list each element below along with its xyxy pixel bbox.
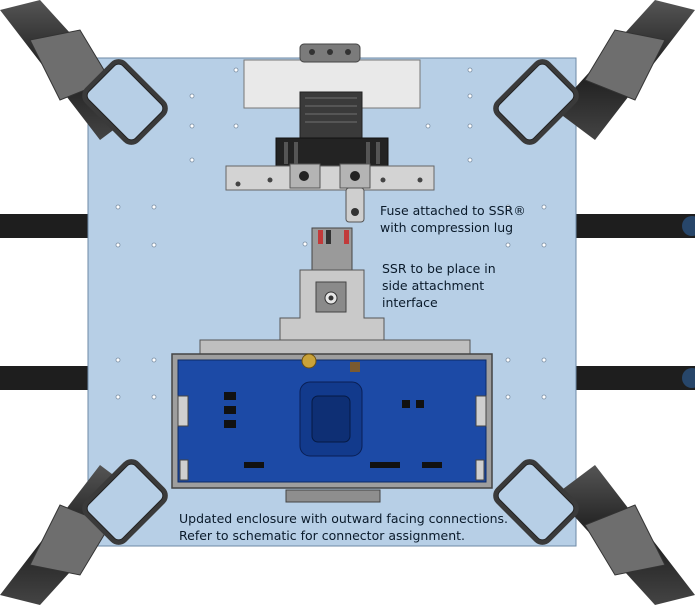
- ssr-annotation: SSR to be place in side attachment inter…: [382, 261, 496, 310]
- enclosure-annotation: Updated enclosure with outward facing co…: [179, 511, 509, 543]
- fuse-annotation: Fuse attached to SSR® with compression l…: [380, 203, 526, 235]
- enclosure: [171, 339, 493, 503]
- side-rods: [0, 214, 695, 390]
- arm-top-right: [493, 0, 695, 145]
- mounting-holes: [115, 67, 547, 400]
- ssr-side-attachment: [279, 227, 385, 343]
- arm-bottom-right: [493, 459, 695, 605]
- ssr-heatsink-bracket: [225, 43, 435, 223]
- arm-top-left: [0, 0, 168, 145]
- arm-bottom-left: [0, 459, 168, 605]
